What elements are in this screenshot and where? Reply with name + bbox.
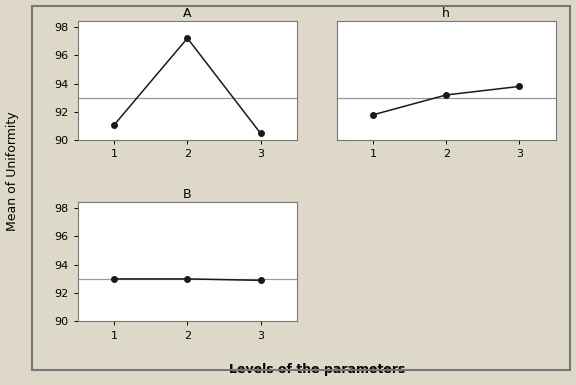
Text: Mean of Uniformity: Mean of Uniformity (6, 112, 19, 231)
Text: Levels of the parameters: Levels of the parameters (229, 363, 405, 376)
Title: A: A (183, 7, 192, 20)
Title: B: B (183, 188, 192, 201)
Title: h: h (442, 7, 450, 20)
